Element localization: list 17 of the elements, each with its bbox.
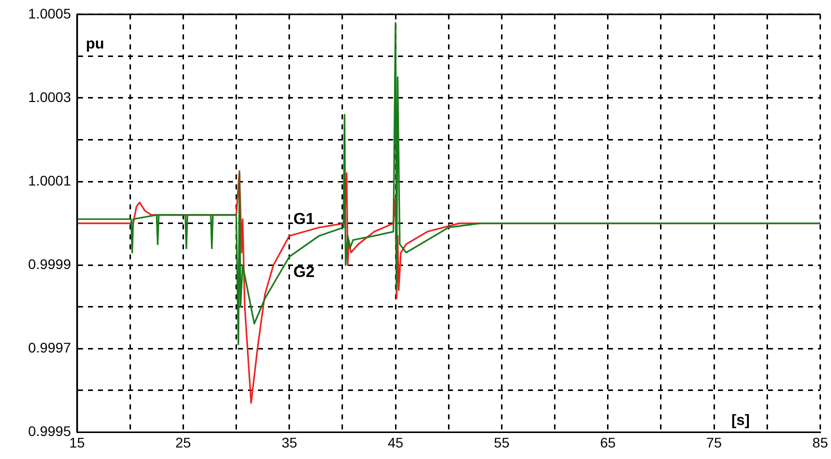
x-tick-label: 15: [69, 434, 85, 450]
y-tick-label: 0.9995: [28, 423, 72, 440]
y-tick-label: 1.0003: [28, 88, 72, 105]
x-tick-label: 45: [388, 434, 404, 450]
x-tick-label: 65: [600, 434, 616, 450]
y-axis-title: pu: [86, 35, 104, 52]
y-tick-label: 1.0005: [28, 5, 72, 22]
y-tick-label: 0.9999: [28, 256, 72, 272]
x-tick-label: 25: [175, 434, 192, 450]
x-axis-title: [s]: [731, 412, 750, 429]
x-tick-label: 75: [706, 434, 722, 450]
x-tick-label: 35: [282, 434, 298, 450]
x-tick-label: 55: [494, 434, 510, 450]
series-label: G2: [293, 264, 315, 282]
y-tick-label: 1.0001: [28, 172, 72, 188]
y-tick-label: 0.9997: [28, 340, 72, 356]
x-tick-label: 85: [812, 434, 828, 450]
